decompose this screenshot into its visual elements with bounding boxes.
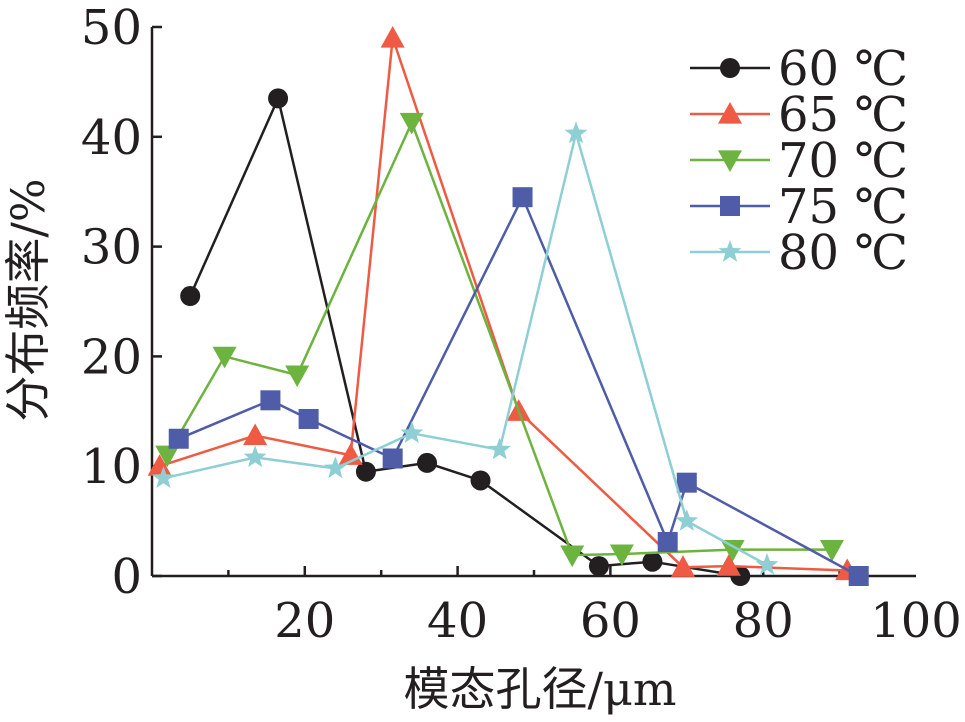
x-axis-label: 模态孔径/μm xyxy=(403,662,676,716)
data-point xyxy=(512,187,533,208)
data-point xyxy=(323,456,347,479)
data-point xyxy=(488,437,511,460)
data-point xyxy=(609,544,634,567)
data-point xyxy=(588,556,609,577)
y-tick-label: 30 xyxy=(81,220,142,276)
legend-marker xyxy=(718,102,742,124)
series-line xyxy=(166,119,832,557)
data-point xyxy=(285,365,310,388)
series-line xyxy=(189,94,741,578)
legend-marker xyxy=(718,240,742,262)
series-5 xyxy=(152,121,779,575)
legend-label: 70 ℃ xyxy=(778,133,908,189)
legend-label: 60 ℃ xyxy=(778,41,908,97)
series-line xyxy=(163,128,768,567)
y-axis-label: 分布频率/% xyxy=(1,178,55,421)
series-4 xyxy=(168,187,869,586)
y-tick-label: 20 xyxy=(81,329,142,385)
data-point xyxy=(399,112,424,135)
series-1 xyxy=(180,88,751,586)
y-tick-label: 40 xyxy=(81,110,142,166)
legend-item: 70 ℃ xyxy=(690,133,908,189)
data-point xyxy=(675,509,699,531)
legend-marker xyxy=(720,58,740,78)
data-point xyxy=(380,25,405,48)
data-point xyxy=(260,390,281,411)
y-tick-label: 50 xyxy=(81,0,142,56)
legend-marker xyxy=(720,196,740,216)
x-tick-label: 40 xyxy=(427,593,488,649)
series-line xyxy=(159,37,848,572)
y-tick-label: 10 xyxy=(81,439,142,495)
legend-marker xyxy=(718,150,742,172)
data-point xyxy=(243,423,268,446)
data-point xyxy=(268,88,289,109)
data-point xyxy=(155,445,180,468)
data-point xyxy=(676,472,697,493)
axes-layer: 0 10 20 30 40 50 20 40 60 80 100 xyxy=(81,0,962,649)
data-point xyxy=(243,445,267,468)
legend-label: 80 ℃ xyxy=(778,225,908,281)
data-point xyxy=(382,448,403,469)
x-tick-label: 60 xyxy=(580,593,641,649)
legend: 60 ℃65 ℃70 ℃75 ℃80 ℃ xyxy=(690,41,908,281)
series-layer xyxy=(147,25,869,586)
data-point xyxy=(564,121,588,144)
data-point xyxy=(657,531,678,552)
legend-item: 75 ℃ xyxy=(690,179,908,235)
data-point xyxy=(470,470,491,491)
x-tick-label: 100 xyxy=(870,593,962,649)
data-point xyxy=(670,555,695,577)
data-point xyxy=(355,461,376,482)
data-point xyxy=(720,540,745,562)
data-point xyxy=(848,566,869,586)
legend-label: 75 ℃ xyxy=(778,179,908,235)
data-point xyxy=(400,421,424,443)
data-point xyxy=(642,551,663,572)
series-2 xyxy=(147,25,860,581)
series-line xyxy=(178,194,860,578)
data-point xyxy=(212,346,237,369)
data-point xyxy=(152,466,175,488)
legend-item: 80 ℃ xyxy=(690,225,908,281)
data-point xyxy=(560,545,585,568)
y-tick-label: 0 xyxy=(111,549,142,605)
x-tick-label: 20 xyxy=(274,593,335,649)
data-point xyxy=(147,454,172,476)
legend-item: 60 ℃ xyxy=(690,41,908,97)
legend-label: 65 ℃ xyxy=(778,87,908,143)
data-point xyxy=(298,408,319,429)
data-point xyxy=(417,452,438,473)
data-point xyxy=(716,554,741,576)
data-point xyxy=(168,428,189,449)
data-point xyxy=(755,553,779,575)
x-tick-label: 80 xyxy=(733,593,794,649)
legend-item: 65 ℃ xyxy=(690,87,908,143)
data-point xyxy=(180,286,201,307)
series-3 xyxy=(155,112,844,568)
data-point xyxy=(819,540,844,562)
